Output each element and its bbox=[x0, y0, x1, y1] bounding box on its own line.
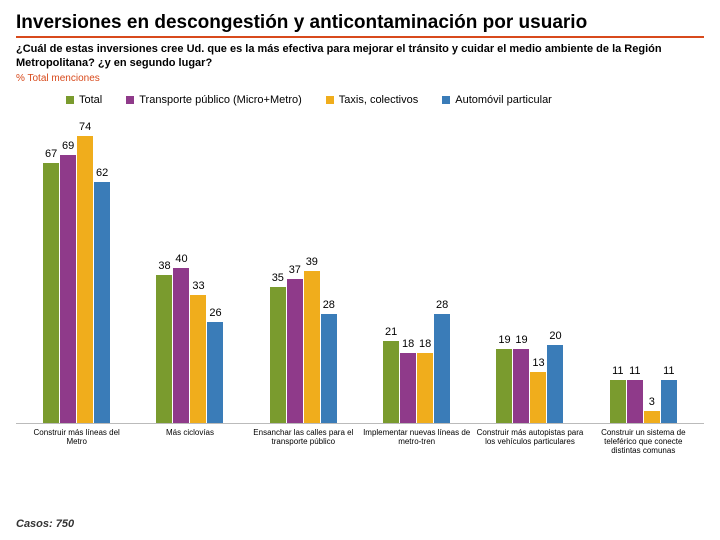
legend: Total Transporte público (Micro+Metro) Tax… bbox=[16, 94, 704, 106]
bar-value-label: 19 bbox=[498, 334, 510, 346]
bar-value-label: 35 bbox=[272, 272, 284, 284]
x-axis-label: Implementar nuevas líneas de metro-tren bbox=[360, 428, 473, 456]
bar: 19 bbox=[496, 349, 512, 423]
bar-value-label: 3 bbox=[649, 396, 655, 408]
bar-value-label: 11 bbox=[612, 365, 623, 377]
bar: 74 bbox=[77, 136, 93, 423]
bar: 40 bbox=[173, 268, 189, 423]
bar: 62 bbox=[94, 182, 110, 422]
bar: 11 bbox=[661, 380, 677, 423]
bar-value-label: 18 bbox=[419, 338, 431, 350]
x-axis-label: Construir un sistema de teleférico que c… bbox=[587, 428, 700, 456]
bar-value-label: 26 bbox=[209, 307, 221, 319]
bar-value-label: 19 bbox=[515, 334, 527, 346]
bar: 28 bbox=[434, 314, 450, 423]
bar-chart: 6769746238403326353739282118182819191320… bbox=[16, 114, 704, 424]
chart-sublabel: % Total menciones bbox=[16, 73, 704, 84]
bar: 35 bbox=[270, 287, 286, 423]
legend-label: Automóvil particular bbox=[455, 94, 552, 106]
bar-value-label: 74 bbox=[79, 121, 91, 133]
bar-value-label: 11 bbox=[629, 365, 640, 377]
bar: 37 bbox=[287, 279, 303, 422]
legend-item: Total bbox=[66, 94, 102, 106]
legend-item: Automóvil particular bbox=[442, 94, 552, 106]
bar: 18 bbox=[400, 353, 416, 423]
legend-swatch bbox=[66, 96, 74, 104]
bar-group: 21181828 bbox=[360, 314, 473, 423]
bar-value-label: 28 bbox=[323, 299, 335, 311]
bar-group: 35373928 bbox=[247, 271, 360, 422]
bar: 19 bbox=[513, 349, 529, 423]
bar-group: 19191320 bbox=[473, 345, 586, 423]
bar-value-label: 13 bbox=[532, 357, 544, 369]
bar: 11 bbox=[610, 380, 626, 423]
bar-value-label: 62 bbox=[96, 167, 108, 179]
bar-group: 1111311 bbox=[587, 380, 700, 423]
legend-label: Transporte público (Micro+Metro) bbox=[139, 94, 302, 106]
x-axis-label: Ensanchar las calles para el transporte … bbox=[247, 428, 360, 456]
footer-cases: Casos: 750 bbox=[16, 518, 74, 530]
bar-value-label: 28 bbox=[436, 299, 448, 311]
legend-swatch bbox=[326, 96, 334, 104]
bar-value-label: 67 bbox=[45, 148, 57, 160]
bar: 11 bbox=[627, 380, 643, 423]
x-axis-label: Construir más líneas del Metro bbox=[20, 428, 133, 456]
chart-title: Inversiones en descongestión y anticonta… bbox=[16, 12, 704, 38]
bar: 38 bbox=[156, 275, 172, 422]
bar-value-label: 21 bbox=[385, 326, 397, 338]
bar: 18 bbox=[417, 353, 433, 423]
bar: 39 bbox=[304, 271, 320, 422]
bar: 69 bbox=[60, 155, 76, 422]
bar-value-label: 20 bbox=[549, 330, 561, 342]
legend-item: Transporte público (Micro+Metro) bbox=[126, 94, 302, 106]
bar-value-label: 39 bbox=[306, 256, 318, 268]
legend-swatch bbox=[442, 96, 450, 104]
legend-item: Taxis, colectivos bbox=[326, 94, 418, 106]
bar-value-label: 33 bbox=[192, 280, 204, 292]
bar-value-label: 37 bbox=[289, 264, 301, 276]
bar: 13 bbox=[530, 372, 546, 422]
chart-subtitle: ¿Cuál de estas inversiones cree Ud. que … bbox=[16, 42, 704, 71]
legend-label: Total bbox=[79, 94, 102, 106]
bar: 26 bbox=[207, 322, 223, 423]
bar-value-label: 69 bbox=[62, 140, 74, 152]
bar: 28 bbox=[321, 314, 337, 423]
bar: 3 bbox=[644, 411, 660, 423]
legend-label: Taxis, colectivos bbox=[339, 94, 418, 106]
x-axis-label: Construir más autopistas para los vehícu… bbox=[473, 428, 586, 456]
bar: 67 bbox=[43, 163, 59, 423]
legend-swatch bbox=[126, 96, 134, 104]
bar-group: 67697462 bbox=[20, 136, 133, 423]
bar-value-label: 18 bbox=[402, 338, 414, 350]
bar: 20 bbox=[547, 345, 563, 423]
x-axis-label: Más ciclovías bbox=[133, 428, 246, 456]
bar: 21 bbox=[383, 341, 399, 422]
bar: 33 bbox=[190, 295, 206, 423]
bar-group: 38403326 bbox=[133, 268, 246, 423]
bar-value-label: 40 bbox=[175, 253, 187, 265]
x-axis: Construir más líneas del MetroMás ciclov… bbox=[16, 428, 704, 456]
bar-value-label: 11 bbox=[663, 365, 674, 377]
bar-value-label: 38 bbox=[158, 260, 170, 272]
